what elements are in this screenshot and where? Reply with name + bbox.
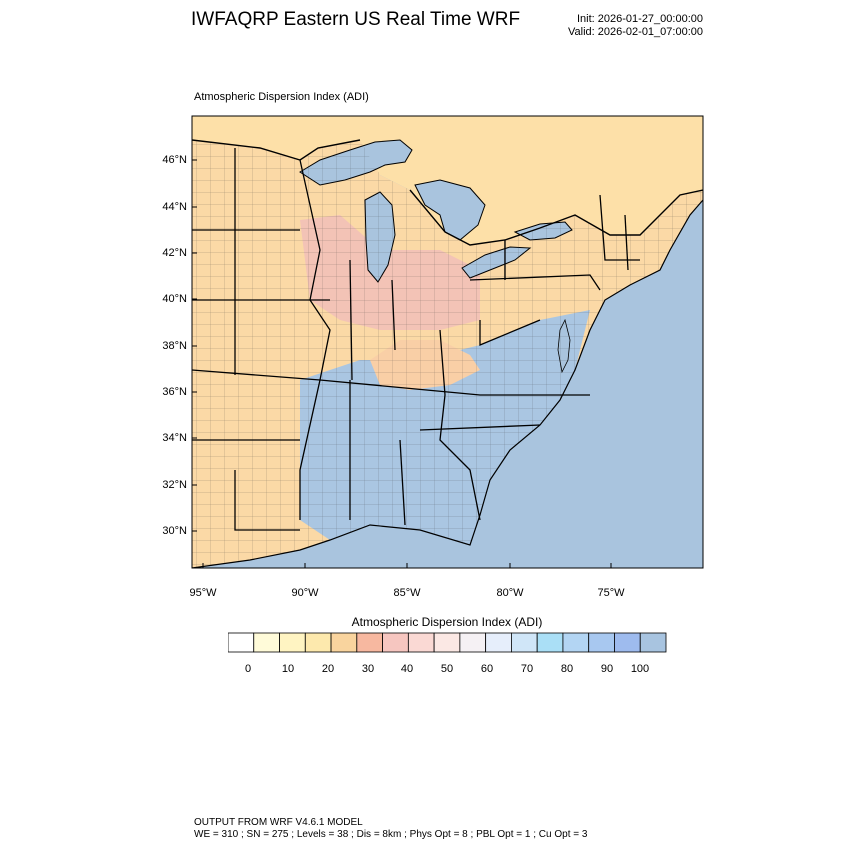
map-title: Atmospheric Dispersion Index (ADI) bbox=[194, 91, 369, 103]
colorbar-label-90: 90 bbox=[600, 663, 614, 675]
lon-label-75w: 75°W bbox=[597, 587, 625, 599]
lat-label-38n: 38°N bbox=[162, 340, 187, 352]
lat-label-30n: 30°N bbox=[162, 525, 187, 537]
lat-label-44n: 44°N bbox=[162, 201, 187, 213]
model-info-line1: OUTPUT FROM WRF V4.6.1 MODEL bbox=[194, 817, 363, 828]
lon-label-80w: 80°W bbox=[496, 587, 524, 599]
state-borders bbox=[192, 148, 640, 531]
colorbar-label-0: 0 bbox=[244, 663, 252, 675]
lat-label-40n: 40°N bbox=[162, 293, 187, 305]
coastline bbox=[192, 199, 703, 568]
colorbar-label-100: 100 bbox=[630, 663, 650, 675]
valid-time: Valid: 2026-02-01_07:00:00 bbox=[568, 26, 703, 38]
colorbar-swatch bbox=[459, 632, 487, 653]
colorbar-swatch bbox=[433, 632, 461, 653]
lon-label-95w: 95°W bbox=[189, 587, 217, 599]
colorbar-swatch bbox=[279, 632, 306, 653]
lat-label-42n: 42°N bbox=[162, 247, 187, 259]
colorbar-swatch bbox=[304, 632, 332, 653]
colorbar-swatch bbox=[330, 632, 358, 653]
lake-huron bbox=[414, 179, 486, 241]
colorbar-label-80: 80 bbox=[560, 663, 574, 675]
colorbar-title: Atmospheric Dispersion Index (ADI) bbox=[351, 615, 543, 629]
colorbar-swatch bbox=[614, 632, 641, 653]
colorbar-label-70: 70 bbox=[520, 663, 534, 675]
colorbar-swatch bbox=[639, 632, 667, 653]
colorbar-label-50: 50 bbox=[440, 663, 454, 675]
colorbar-label-30: 30 bbox=[361, 663, 375, 675]
colorbar-swatch bbox=[536, 632, 564, 653]
lat-label-34n: 34°N bbox=[162, 432, 187, 444]
colorbar bbox=[228, 632, 667, 653]
lon-label-85w: 85°W bbox=[393, 587, 421, 599]
lat-ticks bbox=[192, 159, 197, 532]
colorbar-swatch bbox=[253, 632, 280, 653]
colorbar-swatch bbox=[356, 632, 383, 653]
colorbar-label-60: 60 bbox=[480, 663, 494, 675]
colorbar-label-20: 20 bbox=[321, 663, 335, 675]
init-time: Init: 2026-01-27_00:00:00 bbox=[577, 13, 703, 25]
lon-label-90w: 90°W bbox=[291, 587, 319, 599]
colorbar-swatch bbox=[485, 632, 512, 653]
lat-label-36n: 36°N bbox=[162, 386, 187, 398]
colorbar-swatch bbox=[511, 632, 538, 653]
main-title: IWFAQRP Eastern US Real Time WRF bbox=[191, 9, 521, 30]
colorbar-swatch bbox=[228, 632, 255, 653]
colorbar-swatch bbox=[382, 632, 409, 653]
lat-label-46n: 46°N bbox=[162, 154, 187, 166]
colorbar-swatch bbox=[562, 632, 590, 653]
colorbar-label-40: 40 bbox=[400, 663, 414, 675]
map-frame bbox=[191, 115, 704, 569]
colorbar-swatch bbox=[588, 632, 615, 653]
time-info: Init: 2026-01-27_00:00:00 Valid: 2026-02… bbox=[520, 13, 703, 39]
model-info-line2: WE = 310 ; SN = 275 ; Levels = 38 ; Dis … bbox=[194, 829, 588, 840]
colorbar-swatch bbox=[407, 632, 435, 653]
colorbar-label-10: 10 bbox=[281, 663, 295, 675]
model-info: OUTPUT FROM WRF V4.6.1 MODEL WE = 310 ; … bbox=[194, 817, 587, 841]
lon-ticks bbox=[202, 563, 612, 568]
lat-label-32n: 32°N bbox=[162, 479, 187, 491]
